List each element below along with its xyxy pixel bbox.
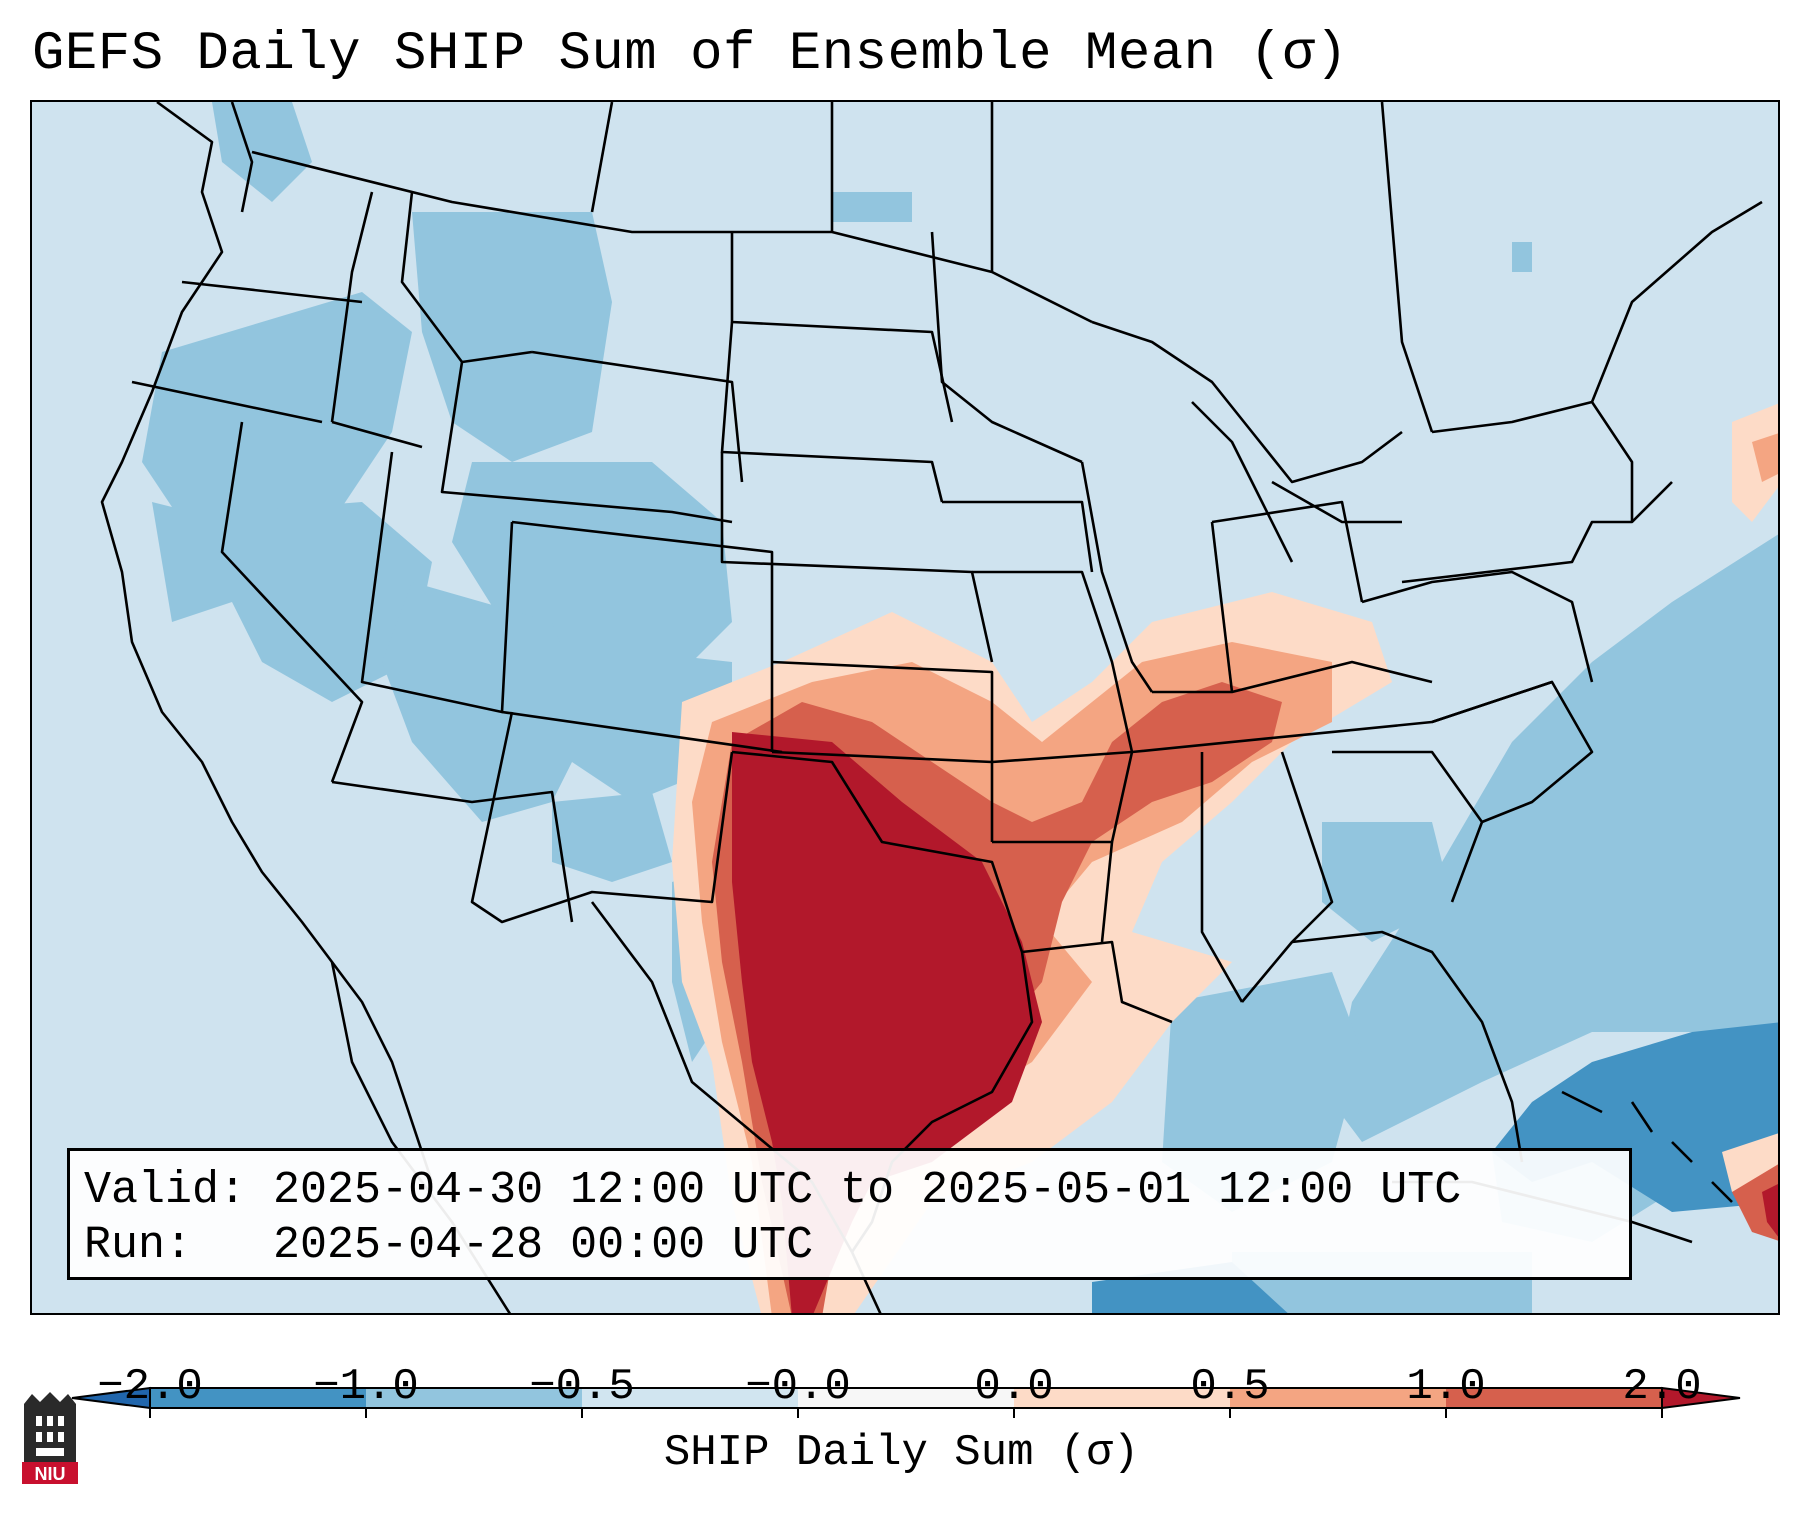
colorbar-tick-label: −2.0 xyxy=(97,1362,203,1412)
colorbar-bin-2 xyxy=(366,1388,582,1408)
valid-run-info-box: Valid: 2025-04-30 12:00 UTC to 2025-05-0… xyxy=(67,1148,1632,1280)
colorbar-bin-4 xyxy=(798,1388,1014,1408)
map-title: GEFS Daily SHIP Sum of Ensemble Mean (σ) xyxy=(32,24,1349,85)
colorbar-bin-1 xyxy=(150,1388,366,1408)
colorbar xyxy=(71,1386,1741,1418)
colorbar-bin-3 xyxy=(582,1388,798,1408)
colorbar-tick-label: −0.0 xyxy=(745,1362,851,1412)
colorbar-tick-label: 0.0 xyxy=(974,1362,1054,1412)
run-value: 2025-04-28 00:00 UTC xyxy=(273,1220,814,1271)
state-borders xyxy=(100,102,1763,1313)
valid-label: Valid: xyxy=(84,1165,247,1216)
colorbar-tick-label: 0.5 xyxy=(1190,1362,1270,1412)
ship-map xyxy=(32,102,1778,1313)
colorbar-tick-label: −0.5 xyxy=(529,1362,635,1412)
colorbar-label: SHIP Daily Sum (σ) xyxy=(663,1428,1140,1478)
niu-logo-text: NIU xyxy=(35,1464,66,1484)
colorbar-bin-5 xyxy=(1014,1388,1230,1408)
colorbar-bin-7 xyxy=(1446,1388,1662,1408)
valid-row: Valid: 2025-04-30 12:00 UTC to 2025-05-0… xyxy=(84,1163,1629,1218)
field-neg-0p5 xyxy=(142,102,1778,1313)
run-row: Run: 2025-04-28 00:00 UTC xyxy=(84,1218,1629,1273)
colorbar-tick-label: −1.0 xyxy=(313,1362,419,1412)
niu-building-icon: NIU xyxy=(22,1392,78,1484)
colorbar-tick-label: 1.0 xyxy=(1406,1362,1486,1412)
run-label: Run: xyxy=(84,1220,193,1271)
colorbar-bin-6 xyxy=(1230,1388,1446,1408)
map-panel xyxy=(30,100,1780,1315)
colorbar-tick-label: 2.0 xyxy=(1622,1362,1702,1412)
valid-value: 2025-04-30 12:00 UTC to 2025-05-01 12:00… xyxy=(273,1165,1462,1216)
